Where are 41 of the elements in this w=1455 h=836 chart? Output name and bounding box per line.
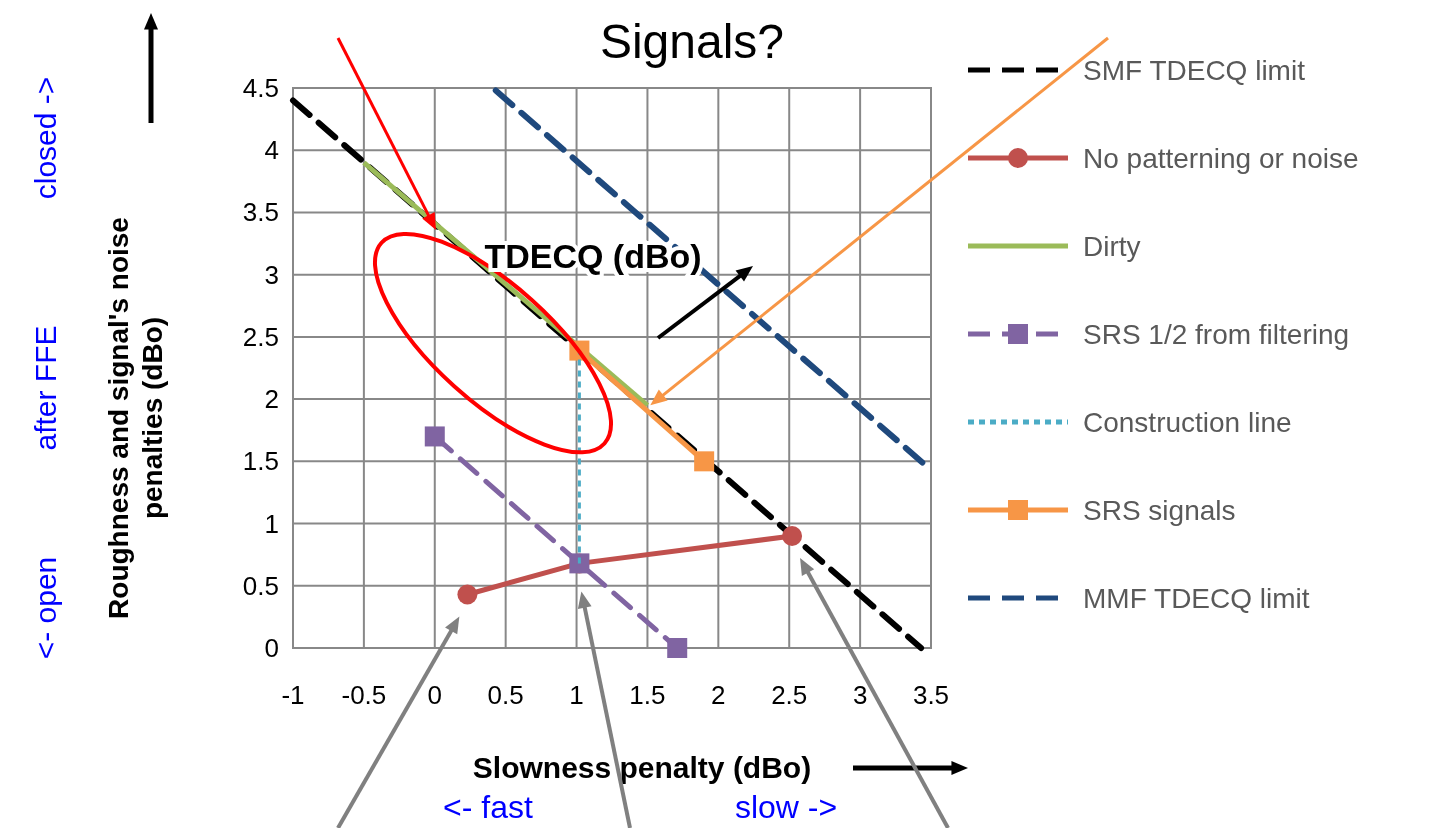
text: <- open [29,556,62,660]
x-tick-label: 3 [852,680,868,710]
y-tick-label: 2.5 [242,321,279,352]
point [424,426,445,447]
legend-label: SRS signals [1083,495,1236,526]
point [667,638,688,658]
legend-label: SMF TDECQ limit [1083,55,1306,86]
text: <- fast [443,789,534,825]
y-tick-label: 0 [264,633,279,663]
x-tick-label: -1 [281,680,305,710]
legend-label: Dirty [1083,231,1141,262]
x-tick-label: 2.5 [771,680,808,710]
x-tick-label: 0 [427,680,443,710]
text: closed -> [29,76,62,200]
y-tick-label: 3 [264,259,279,290]
x-axis-title: Slowness penalty (dBo) [472,751,812,784]
y-tick-label: 3.5 [242,197,279,228]
point [782,526,803,546]
legend-label: No patterning or noise [1083,143,1359,174]
x-tick-label: 1.5 [629,680,666,710]
annotation: TDECQ (dBo) [484,237,702,276]
point [694,451,715,472]
y-tick-label: 1 [264,508,279,539]
y-tick-label: 1.5 [242,446,279,477]
y-tick-label: 2 [264,384,279,415]
x-tick-label: 3.5 [912,680,950,710]
point [457,584,478,605]
x-tick-label: -0.5 [341,680,387,710]
legend-label: Construction line [1083,407,1292,438]
chart-title: Signals? [599,15,785,68]
y-tick-label: 4 [264,135,279,166]
y-tick-label: 0.5 [242,570,279,601]
x-tick-label: 2 [711,680,726,710]
text: after FFE [29,325,62,451]
x-tick-label: 0.5 [487,680,524,710]
text: slow -> [734,789,838,825]
x-tick-label: 1 [569,680,584,710]
legend-label: MMF TDECQ limit [1083,583,1310,614]
y-axis-title: Roughness and signal's noise penalties (dBo) [103,217,168,619]
legend-label: SRS 1/2 from filtering [1083,319,1350,350]
y-tick-label: 4.5 [242,73,279,103]
